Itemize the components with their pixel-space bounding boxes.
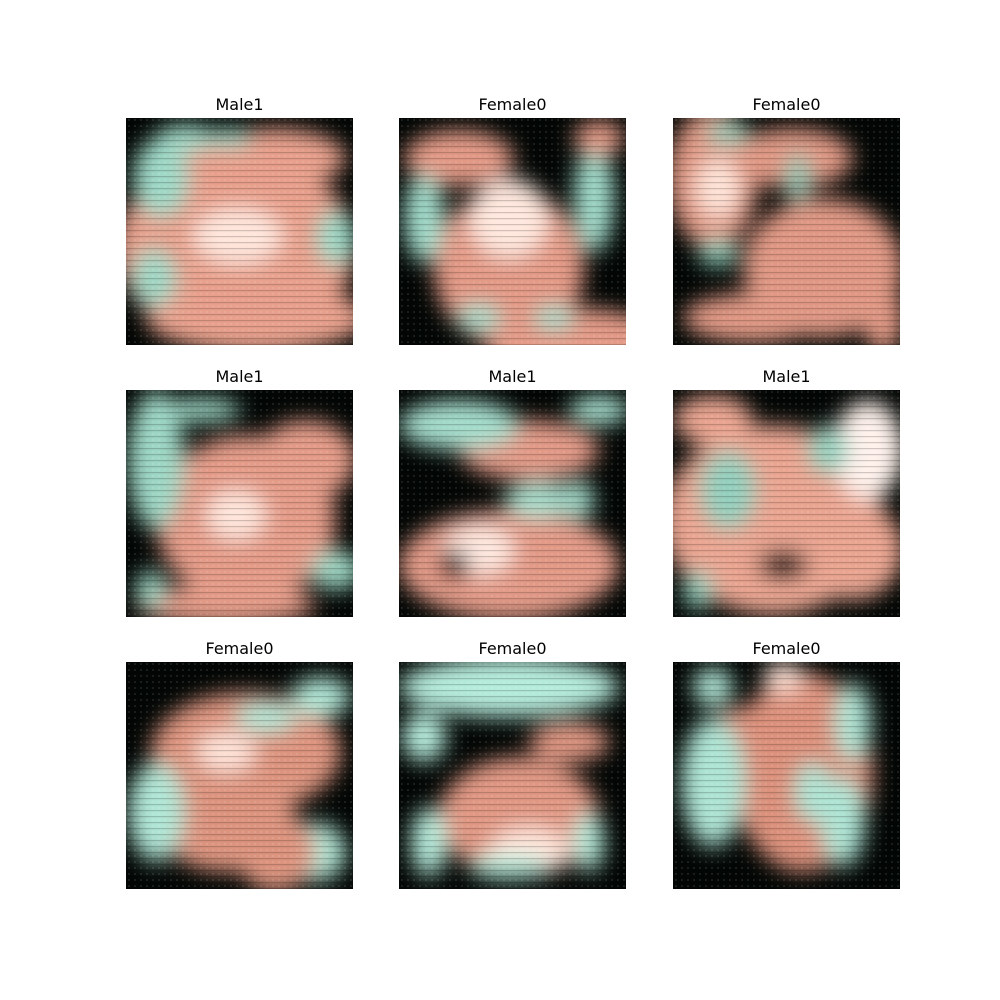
panel-title: Female0 (752, 639, 821, 658)
generated-image (673, 118, 900, 345)
generated-image (399, 662, 626, 889)
panel-title: Male1 (215, 367, 264, 386)
generated-image-canvas (126, 662, 353, 889)
generated-image (399, 390, 626, 617)
generated-image (399, 118, 626, 345)
panel-title: Female0 (478, 95, 547, 114)
generated-image (126, 118, 353, 345)
generated-image-canvas (399, 118, 626, 345)
generated-image-canvas (126, 118, 353, 345)
panel-title: Female0 (205, 639, 274, 658)
panel-title: Female0 (752, 95, 821, 114)
generated-image-canvas (673, 118, 900, 345)
panel-title: Female0 (478, 639, 547, 658)
generated-image-canvas (399, 662, 626, 889)
generated-image (126, 390, 353, 617)
panel-title: Male1 (215, 95, 264, 114)
panel-title: Male1 (762, 367, 811, 386)
generated-image (126, 662, 353, 889)
generated-image (673, 390, 900, 617)
generated-image-canvas (673, 390, 900, 617)
generated-image-canvas (126, 390, 353, 617)
generated-image-canvas (399, 390, 626, 617)
generated-image-canvas (673, 662, 900, 889)
panel-title: Male1 (488, 367, 537, 386)
generated-image (673, 662, 900, 889)
